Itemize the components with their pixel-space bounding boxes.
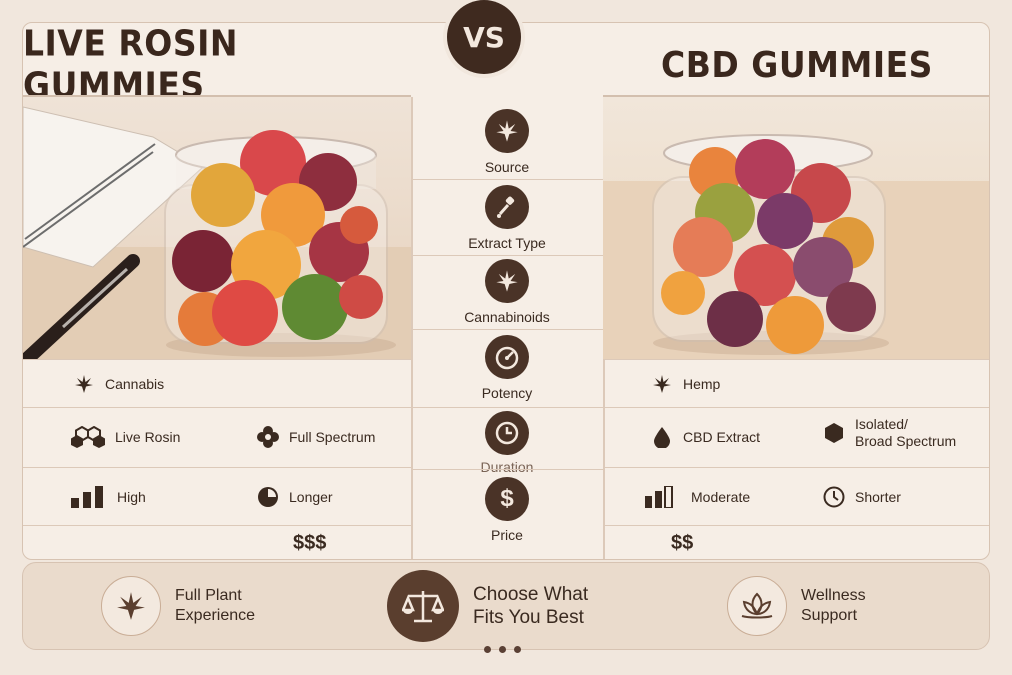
source-row-right: Hemp <box>603 359 989 409</box>
source-value-right: Hemp <box>683 376 721 392</box>
criteria-extract-label: Extract Type <box>468 235 546 251</box>
hexagon-icon <box>823 422 845 444</box>
extract-value-left: Live Rosin <box>115 429 181 445</box>
criteria-column: Source Extract Type Cannabinoids Potency <box>411 23 603 559</box>
wellness-item: Wellness Support <box>727 563 866 649</box>
cbd-title: CBD GUMMIES <box>661 42 933 86</box>
gummy-jar-illustration <box>23 106 411 359</box>
dollar-icon: $ <box>485 477 529 521</box>
pagination-dot[interactable] <box>484 646 491 653</box>
price-row-right: $$ <box>603 525 989 559</box>
leaf-icon <box>73 373 95 395</box>
title-divider <box>603 95 989 97</box>
duration-value-right: Shorter <box>855 489 901 505</box>
spectrum-icon <box>257 426 279 448</box>
pagination-dots[interactable] <box>484 646 521 653</box>
bottom-banner: Full Plant Experience Choose What Fits Y… <box>22 562 990 650</box>
criteria-potency: Potency <box>411 335 603 401</box>
gummy-jar-illustration <box>603 134 989 359</box>
duration-clock-icon <box>257 486 279 508</box>
price-value-right: $$ <box>671 532 694 554</box>
full-plant-text: Full Plant Experience <box>175 587 256 624</box>
criteria-source-label: Source <box>484 159 530 175</box>
leaf-icon <box>651 373 673 395</box>
criteria-cannabinoids: Cannabinoids <box>411 259 603 325</box>
clock-icon <box>485 411 529 455</box>
criteria-duration-label: Duration <box>480 459 534 475</box>
cbd-column: CBD GUMMIES <box>603 23 989 559</box>
gauge-icon <box>485 335 529 379</box>
scale-icon <box>387 570 459 642</box>
extract-row-left: Live Rosin Full Spectrum <box>23 407 411 467</box>
criteria-potency-label: Potency <box>481 385 533 401</box>
choose-item: Choose What Fits You Best <box>387 563 588 649</box>
drop-icon <box>651 426 673 448</box>
criteria-duration: Duration <box>411 411 603 475</box>
criteria-source: Source <box>411 109 603 175</box>
pen-icon <box>23 254 140 359</box>
duration-value-left: Longer <box>289 489 333 505</box>
cannabinoids-value-right: Isolated/ Broad Spectrum <box>855 416 957 449</box>
comparison-panel: LIVE ROSIN GUMMIES <box>22 22 990 560</box>
lotus-icon <box>727 576 787 636</box>
potency-value-left: High <box>117 489 146 505</box>
potency-row-right: Moderate Shorter <box>603 467 989 527</box>
pagination-dot[interactable] <box>499 646 506 653</box>
bars-icon <box>645 486 681 508</box>
cannabinoids-value-left: Full Spectrum <box>289 429 376 445</box>
dropper-icon <box>485 185 529 229</box>
live-rosin-jar-image <box>23 97 411 359</box>
vs-badge: VS <box>447 0 521 74</box>
cbd-jar-image <box>603 97 989 359</box>
source-row-left: Cannabis <box>23 359 411 409</box>
price-value-left: $$$ <box>293 532 327 554</box>
clock-icon <box>823 486 845 508</box>
criteria-price: $ Price <box>411 477 603 543</box>
hexagons-icon <box>71 426 105 448</box>
source-value-left: Cannabis <box>105 376 165 392</box>
leaf-icon <box>485 109 529 153</box>
cannabis-icon <box>485 259 529 303</box>
live-rosin-column: LIVE ROSIN GUMMIES <box>23 23 411 559</box>
choose-text: Choose What Fits You Best <box>473 584 589 628</box>
live-rosin-title: LIVE ROSIN GUMMIES <box>23 22 239 107</box>
criteria-cannabinoids-label: Cannabinoids <box>464 309 550 325</box>
extract-row-right: CBD Extract Isolated/ Broad Spectrum <box>603 407 989 467</box>
price-row-left: $$$ <box>23 525 411 559</box>
potency-row-left: High Longer <box>23 467 411 527</box>
full-plant-item: Full Plant Experience <box>101 563 255 649</box>
bars-icon <box>71 486 107 508</box>
notebook-icon <box>23 106 204 268</box>
criteria-extract: Extract Type <box>411 185 603 251</box>
cannabis-icon <box>101 576 161 636</box>
wellness-text: Wellness Support <box>801 587 866 624</box>
potency-value-right: Moderate <box>691 489 751 505</box>
extract-value-right: CBD Extract <box>683 429 761 445</box>
title-divider <box>23 95 411 97</box>
pagination-dot[interactable] <box>514 646 521 653</box>
criteria-price-label: Price <box>491 527 523 543</box>
